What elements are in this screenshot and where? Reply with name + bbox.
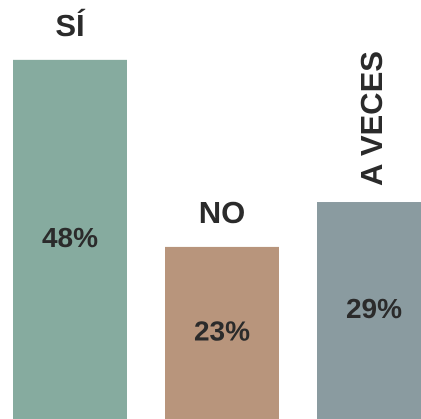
- value-label: 23%: [194, 315, 250, 346]
- category-label: SÍ: [55, 8, 86, 43]
- value-label: 48%: [42, 222, 98, 253]
- bar: [317, 202, 421, 419]
- bar: [13, 59, 127, 419]
- value-label: 29%: [346, 293, 402, 324]
- category-label: NO: [199, 195, 246, 230]
- category-label: A VECES: [354, 51, 389, 186]
- bar: [165, 246, 279, 419]
